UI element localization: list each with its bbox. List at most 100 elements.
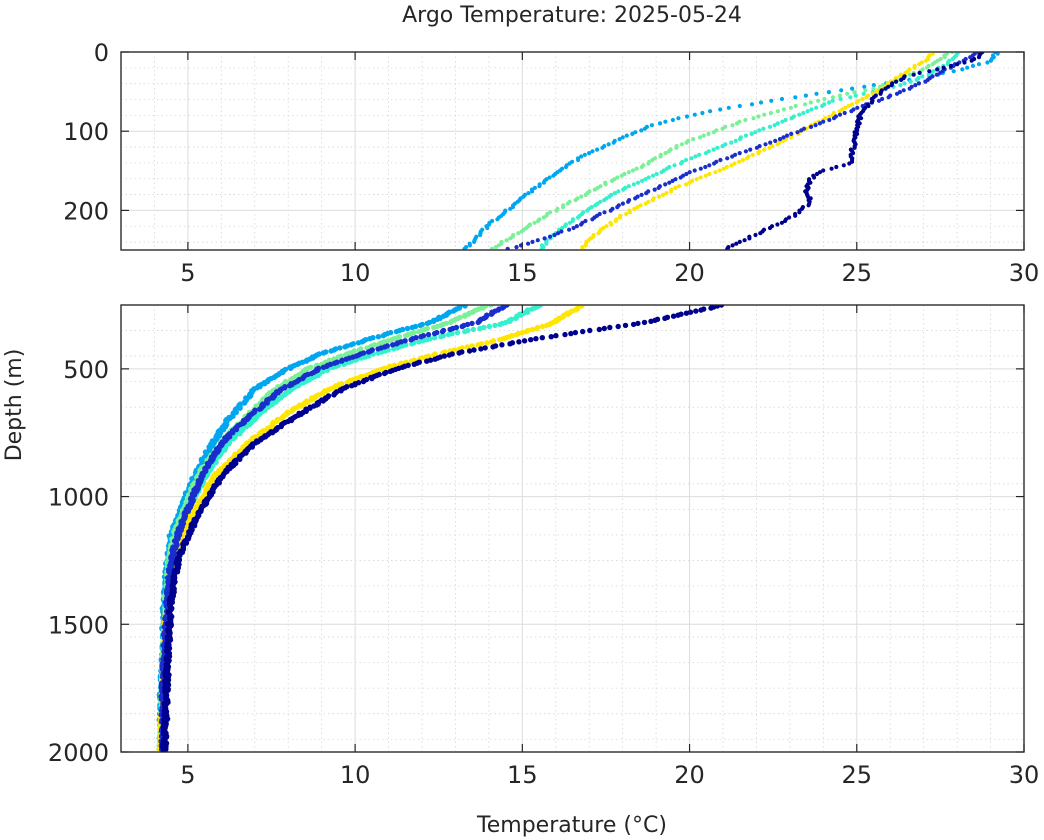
profile-point (848, 95, 853, 100)
profile-point (779, 96, 785, 102)
profile-point (687, 180, 692, 185)
profile-point (793, 95, 798, 100)
profile-point (579, 194, 584, 199)
profile-point (622, 322, 629, 329)
profile-point (707, 163, 712, 168)
profile-point (718, 107, 723, 112)
profile-point (551, 173, 556, 178)
profile-point (684, 182, 689, 187)
x-tick-label: 20 (674, 761, 705, 789)
profile-point (639, 192, 644, 197)
profile-point (751, 116, 756, 121)
profile-point (698, 166, 703, 171)
profile-point (661, 192, 666, 197)
profile-point (547, 175, 552, 180)
profile-point (817, 121, 823, 126)
profile-point (849, 109, 854, 114)
profile-point (492, 322, 498, 329)
profile-point (662, 315, 668, 321)
profile-point (743, 149, 749, 154)
profile-point (608, 208, 613, 213)
profile-point (601, 325, 607, 332)
profile-point (703, 164, 708, 170)
profile-point (781, 138, 786, 143)
profile-point (630, 321, 637, 328)
profile-point (595, 147, 600, 152)
profile-point (409, 324, 415, 331)
profile-point (620, 135, 625, 140)
profile-point (969, 58, 974, 63)
profile-point (683, 310, 690, 316)
profile-point (670, 178, 675, 183)
profile-point (560, 205, 566, 210)
profile-point (775, 121, 780, 126)
profile-point (948, 63, 954, 68)
profile-point (526, 241, 531, 246)
profile-point (889, 83, 894, 88)
profile-point (920, 74, 925, 79)
profile-point (962, 60, 967, 65)
profile-point (638, 203, 643, 208)
profile-point (827, 117, 832, 123)
profile-point (387, 368, 393, 375)
profile-point (783, 218, 788, 224)
profile-point (775, 142, 780, 147)
profile-point (615, 205, 620, 210)
profile-point (684, 171, 689, 177)
profile-point (917, 62, 922, 67)
profile-point (650, 157, 655, 163)
profile-point (563, 164, 569, 170)
profile-point (493, 245, 498, 250)
profile-point (337, 345, 343, 351)
profile-point (547, 234, 553, 239)
profile-point (898, 83, 903, 88)
profile-point (418, 334, 424, 340)
profile-point (499, 342, 505, 348)
profile-point (489, 339, 495, 345)
profile-point (393, 328, 400, 335)
profile-point (562, 331, 568, 338)
profile-point (753, 130, 758, 135)
profile-point (475, 319, 481, 326)
profile-point (814, 171, 820, 177)
profile-point (644, 191, 649, 196)
profile-point (459, 323, 465, 330)
profile-point (781, 107, 787, 112)
profile-point (534, 325, 540, 332)
profile-point (995, 52, 1000, 56)
profile-point (648, 318, 654, 324)
lower-axes-border (120, 304, 1025, 753)
profile-point (822, 96, 827, 102)
profile-point (624, 211, 629, 217)
profile-point (616, 189, 621, 194)
profile-point (539, 335, 545, 341)
profile-point (278, 415, 285, 422)
profile-point (737, 159, 742, 164)
profile-point (758, 231, 763, 236)
profile-point (447, 326, 453, 333)
profile-point (376, 341, 383, 347)
profile-point (793, 213, 798, 218)
profile-point (539, 246, 544, 250)
profile-point (924, 65, 930, 70)
profile-point (693, 308, 699, 314)
profile-point (416, 339, 422, 345)
profile-point (734, 241, 739, 246)
profile-point (553, 333, 559, 339)
profile-point (642, 126, 648, 131)
profile-point (529, 306, 535, 312)
profile-point (753, 232, 758, 238)
profile-point (590, 217, 595, 222)
profile-point (666, 149, 672, 154)
profile-point (466, 348, 473, 354)
profile-point (567, 220, 573, 225)
profile-point (852, 145, 857, 150)
profile-point (769, 98, 774, 103)
profile-point (773, 138, 778, 143)
profile-point (711, 147, 716, 152)
x-tick-label: 30 (1009, 761, 1040, 789)
x-tick-label: 25 (842, 761, 873, 789)
profile-point (467, 243, 472, 248)
profile-point (424, 358, 430, 364)
profile-point (632, 206, 637, 211)
